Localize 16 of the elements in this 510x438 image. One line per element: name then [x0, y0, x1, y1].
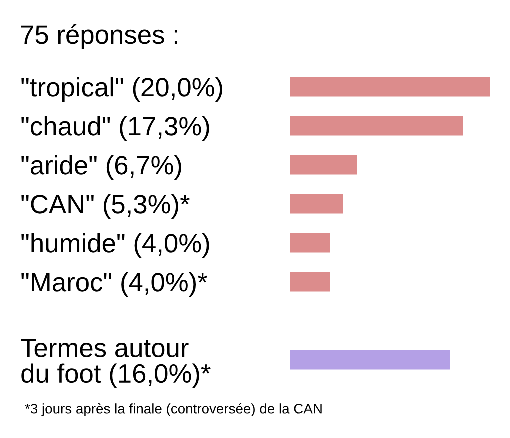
y-tick-label: Termes autour du foot (16,0%)* — [21, 339, 211, 388]
chart-title: 75 réponses : — [21, 24, 178, 50]
text: *3 jours après la finale (controversée) de la CAN — [25, 403, 322, 417]
y-tick-label: "tropical" (20,0%) — [22, 77, 222, 102]
y-tick-label: "Maroc" (4,0%)* — [22, 272, 208, 298]
y-tick-label: "aride" (6,7%) — [22, 155, 182, 180]
bar — [290, 350, 450, 370]
bar — [290, 233, 330, 253]
bar — [290, 116, 463, 136]
bar — [290, 272, 330, 292]
y-tick-label: "CAN" (5,3%)* — [22, 194, 190, 220]
y-tick-label: "chaud" (17,3%) — [22, 116, 210, 142]
bar — [290, 194, 343, 214]
bar — [290, 77, 490, 97]
bar — [290, 155, 357, 175]
y-tick-label: "humide" (4,0%) — [22, 233, 210, 258]
